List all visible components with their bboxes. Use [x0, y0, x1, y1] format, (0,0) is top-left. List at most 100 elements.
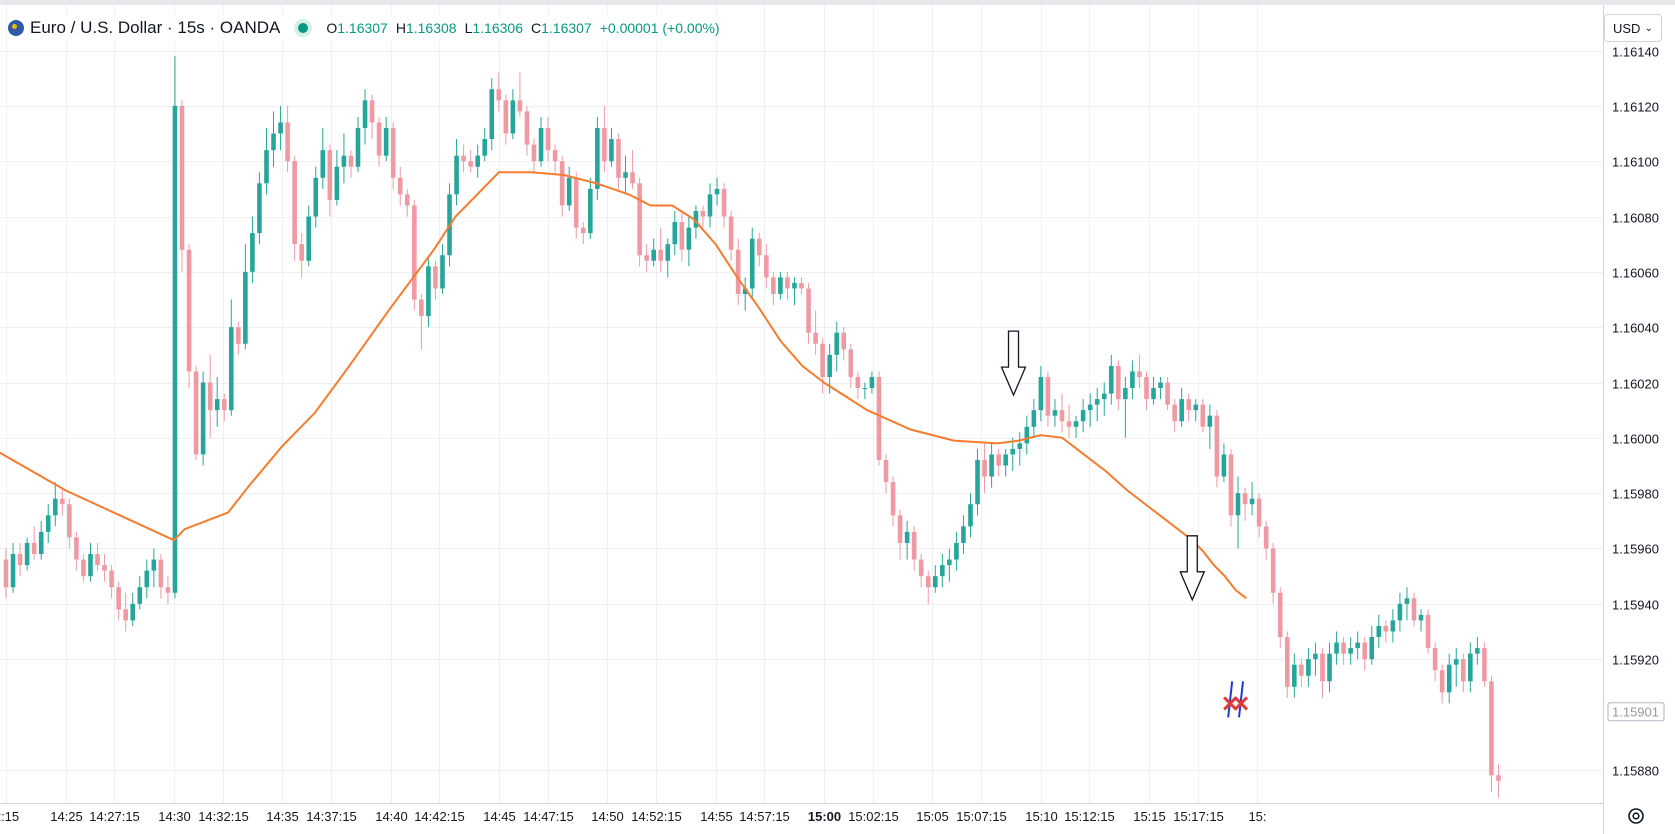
candle: [376, 116, 382, 167]
candle: [193, 365, 199, 460]
candle: [1017, 432, 1023, 466]
candle-body: [1348, 648, 1353, 654]
candle: [285, 105, 290, 173]
candle: [1355, 631, 1360, 660]
candle-body: [228, 327, 234, 411]
candle: [60, 487, 65, 516]
candle: [1482, 642, 1487, 687]
candle: [390, 122, 396, 189]
candle-body: [925, 576, 931, 588]
candle-body: [1094, 399, 1100, 405]
candle: [1496, 764, 1501, 798]
candle-body: [764, 255, 769, 278]
candle: [989, 443, 994, 488]
candle: [243, 244, 248, 350]
candle-body: [320, 150, 326, 178]
symbol-title[interactable]: Euro / U.S. Dollar · 15s · OANDA: [30, 18, 281, 37]
candle-body: [81, 559, 86, 577]
candle-body: [947, 559, 952, 566]
candle-body: [954, 542, 959, 560]
candle-body: [1207, 415, 1213, 427]
candle: [1179, 388, 1184, 427]
candle-body: [299, 244, 304, 261]
candle: [130, 592, 136, 626]
candle: [764, 244, 769, 289]
candle: [440, 244, 445, 294]
price-tick-label: 1.15880: [1612, 764, 1659, 779]
candle: [1369, 625, 1375, 665]
candle: [1066, 404, 1072, 438]
candle: [179, 100, 185, 272]
candle-body: [573, 177, 579, 228]
candle: [510, 89, 516, 140]
candle: [665, 238, 671, 278]
candle: [728, 210, 734, 261]
candle: [320, 127, 326, 189]
candle: [940, 554, 945, 588]
price-tick-label: 1.16120: [1612, 100, 1659, 115]
candle-body: [313, 177, 319, 217]
candle: [869, 371, 875, 394]
candle-body: [461, 155, 466, 162]
candle-body: [1404, 598, 1410, 604]
price-tick-label: 1.16060: [1612, 266, 1659, 281]
candle-body: [179, 105, 185, 250]
candle-body: [327, 150, 333, 200]
candle-body: [1341, 642, 1346, 654]
candle-body: [616, 139, 621, 178]
candle: [313, 166, 319, 228]
last-price-badge: [1607, 702, 1665, 722]
candle: [932, 565, 938, 593]
candle-body: [468, 161, 473, 167]
price-tick-label: 1.16100: [1612, 155, 1659, 170]
candle-body: [876, 376, 882, 460]
time-tick-label: 14:35: [266, 809, 299, 824]
candle-body: [658, 249, 664, 261]
time-tick-label: 14:27:15: [89, 809, 140, 824]
candle-body: [1263, 526, 1269, 549]
candle: [595, 116, 600, 200]
candle-body: [214, 399, 220, 411]
candle-body: [137, 587, 143, 604]
candle-body: [904, 531, 910, 543]
candle: [721, 183, 727, 228]
candle: [679, 210, 685, 261]
candle: [799, 277, 804, 294]
candle: [1073, 415, 1079, 438]
candle-body: [1299, 664, 1304, 676]
candle-body: [644, 255, 649, 261]
settings-gear-icon[interactable]: [1625, 805, 1647, 827]
candle: [742, 277, 748, 311]
candle-body: [412, 205, 417, 300]
candle-body: [1284, 637, 1290, 687]
candle: [123, 592, 128, 632]
candle: [489, 78, 495, 151]
currency-select[interactable]: USD ⌄: [1604, 14, 1662, 42]
candle-body: [482, 139, 488, 156]
candle: [1101, 382, 1107, 416]
candle-body: [1031, 410, 1037, 427]
time-axis: 2:15 14:25 14:27:15 14:30 14:32:15 14:35 14:37…: [0, 809, 1267, 824]
candle-body: [1482, 648, 1487, 682]
time-tick-label: 14:55: [700, 809, 733, 824]
candle: [1439, 664, 1445, 704]
candle-body: [806, 288, 811, 333]
candle-body: [60, 498, 65, 505]
candle: [1249, 482, 1255, 516]
candle-body: [531, 144, 537, 162]
candle: [848, 343, 854, 389]
candle: [538, 116, 544, 167]
candle: [1186, 393, 1192, 422]
candle-body: [1355, 642, 1360, 649]
candle-body: [975, 459, 980, 505]
candle: [17, 542, 23, 577]
candle: [1453, 648, 1459, 687]
candle: [426, 255, 431, 328]
candle: [552, 144, 558, 173]
time-tick-label: 2:15: [0, 809, 19, 824]
candle: [904, 520, 910, 560]
candle: [749, 227, 755, 300]
candle-body: [1038, 376, 1044, 411]
candle-body: [785, 277, 790, 289]
